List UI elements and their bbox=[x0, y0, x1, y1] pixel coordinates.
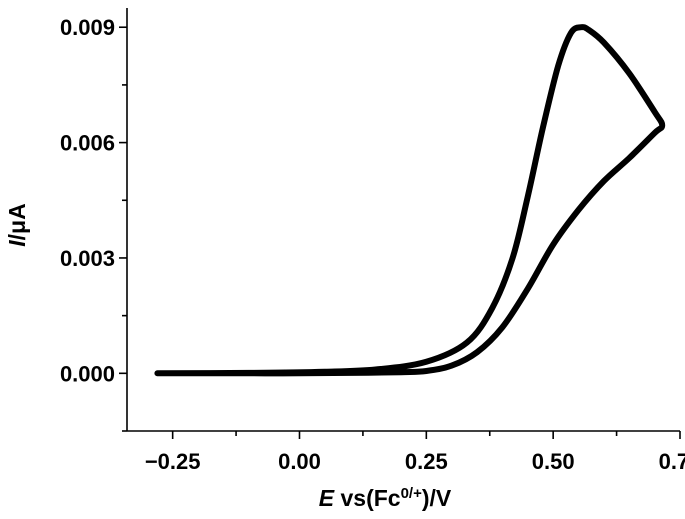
x-tick-label: 0.25 bbox=[405, 449, 448, 474]
x-axis-title-italic: E bbox=[319, 485, 335, 511]
x-axis-title: E vs(Fc0/+)/V bbox=[319, 485, 452, 512]
y-tick-label: 0.000 bbox=[60, 361, 115, 386]
y-axis-title: I/μA bbox=[4, 203, 30, 246]
x-tick-label: 0.00 bbox=[278, 449, 321, 474]
x-axis-title-suffix: )/V bbox=[422, 485, 452, 511]
plot-area bbox=[154, 24, 666, 377]
y-tick-label: 0.009 bbox=[60, 15, 115, 40]
cv-curve bbox=[154, 24, 666, 377]
y-axis-title-text: /μA bbox=[4, 203, 30, 240]
x-ticks: −0.25 0.00 0.25 0.50 0.75 bbox=[145, 431, 685, 474]
x-tick-label: −0.25 bbox=[145, 449, 201, 474]
y-axis-title-italic: I bbox=[4, 240, 30, 247]
x-tick-label: 0.50 bbox=[532, 449, 575, 474]
axes bbox=[126, 8, 680, 432]
x-axis-title-superscript: 0/+ bbox=[401, 485, 423, 502]
y-ticks: 0.000 0.003 0.006 0.009 bbox=[60, 15, 127, 432]
y-tick-label: 0.006 bbox=[60, 131, 115, 156]
x-tick-label: 0.75 bbox=[659, 449, 685, 474]
x-axis-title-text: vs(Fc bbox=[334, 485, 401, 511]
y-tick-label: 0.003 bbox=[60, 246, 115, 271]
